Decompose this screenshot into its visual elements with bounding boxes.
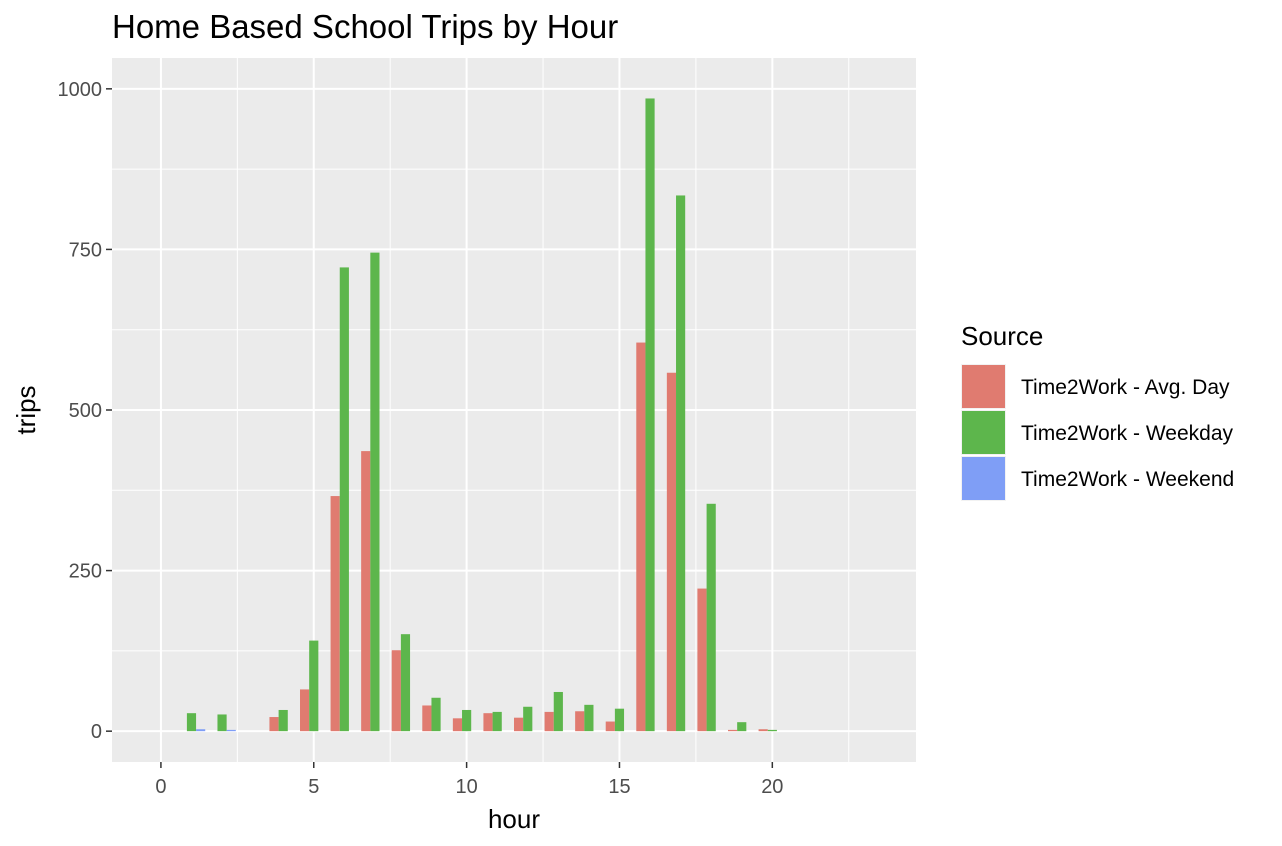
x-axis-title: hour — [488, 804, 540, 834]
x-tick-label: 20 — [761, 776, 783, 798]
legend-label: Time2Work - Avg. Day — [1021, 376, 1230, 399]
x-tick-label: 15 — [608, 776, 630, 798]
bar — [737, 722, 747, 732]
bar — [676, 195, 686, 732]
bar — [553, 691, 563, 732]
bar — [666, 372, 677, 732]
bar — [269, 717, 279, 732]
bar — [767, 729, 777, 732]
bar — [361, 451, 371, 732]
x-tick-label: 5 — [308, 776, 319, 798]
bar — [483, 713, 493, 732]
legend-key — [962, 411, 1005, 454]
bar — [330, 496, 340, 732]
bar — [452, 718, 463, 732]
chart-title: Home Based School Trips by Hour — [112, 8, 618, 45]
bar — [544, 711, 554, 732]
x-tick-label: 0 — [155, 776, 166, 798]
ticks: 0 5 10 15 20 0 250 500 750 1000 — [58, 79, 784, 798]
y-axis-title: trips — [11, 385, 41, 434]
bar — [614, 708, 625, 732]
bar — [391, 650, 401, 732]
bar — [605, 721, 615, 732]
bar — [400, 634, 411, 732]
y-tick-label: 500 — [69, 400, 102, 422]
bar — [706, 503, 716, 732]
bar — [514, 717, 524, 732]
y-tick-label: 750 — [69, 239, 102, 261]
bar — [309, 640, 319, 732]
bar — [339, 267, 349, 732]
bar — [431, 697, 441, 732]
y-tick-label: 0 — [91, 721, 102, 743]
bar — [636, 342, 646, 732]
bar — [727, 729, 738, 732]
bar — [758, 729, 768, 732]
bar — [422, 705, 432, 732]
legend-label: Time2Work - Weekday — [1021, 422, 1233, 445]
bar — [575, 711, 585, 732]
bar — [584, 704, 594, 732]
bar — [492, 711, 502, 732]
bar — [523, 706, 533, 732]
x-tick-label: 10 — [455, 776, 477, 798]
y-tick-label: 1000 — [58, 79, 103, 101]
bars — [186, 98, 777, 732]
bar — [370, 252, 380, 732]
legend-key — [962, 457, 1005, 500]
bar — [186, 713, 197, 732]
legend-title: Source — [961, 321, 1043, 351]
bar — [300, 689, 310, 732]
y-tick-label: 250 — [69, 561, 102, 583]
bar — [196, 729, 206, 732]
legend-label: Time2Work - Weekend — [1021, 468, 1234, 491]
bar — [226, 729, 236, 732]
bar — [645, 98, 655, 732]
bar — [217, 714, 227, 732]
bar — [697, 588, 707, 732]
bar — [462, 709, 472, 732]
legend-key — [962, 365, 1005, 408]
legend: Source Time2Work - Avg. Day Time2Work - W… — [961, 321, 1234, 501]
bar — [278, 709, 288, 732]
